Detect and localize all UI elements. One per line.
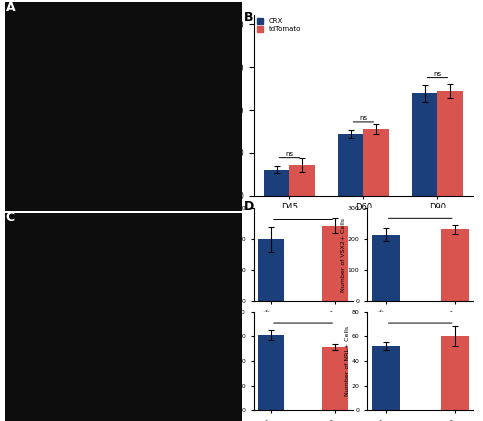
Y-axis label: Number of Brn3B+ Cells: Number of Brn3B+ Cells [228, 216, 233, 293]
Text: B: B [244, 11, 254, 24]
Bar [364, 129, 389, 196]
Bar [372, 346, 399, 410]
Bar [441, 229, 469, 301]
Text: ns: ns [285, 151, 294, 157]
Y-axis label: Number of VSX2+ Cells: Number of VSX2+ Cells [341, 218, 346, 292]
Text: A: A [6, 1, 15, 14]
Legend: CRX, tdTomato: CRX, tdTomato [257, 18, 301, 32]
Bar [372, 234, 399, 301]
Y-axis label: Number of Positive Cells: Number of Positive Cells [217, 59, 227, 152]
Bar [289, 165, 315, 196]
Bar [438, 91, 463, 196]
Y-axis label: Number of PAX6+ Cells: Number of PAX6+ Cells [228, 325, 233, 397]
Text: ns: ns [359, 115, 368, 121]
Text: C: C [6, 211, 15, 224]
Text: ns: ns [433, 71, 441, 77]
Bar [441, 336, 469, 410]
Text: D: D [244, 200, 254, 213]
Bar [338, 134, 364, 196]
Bar [412, 93, 438, 196]
Bar [264, 170, 289, 196]
Bar [258, 335, 284, 410]
Y-axis label: Number of NRL+ Cells: Number of NRL+ Cells [345, 326, 350, 396]
Bar [322, 346, 348, 410]
Bar [258, 239, 284, 301]
Bar [322, 226, 348, 301]
